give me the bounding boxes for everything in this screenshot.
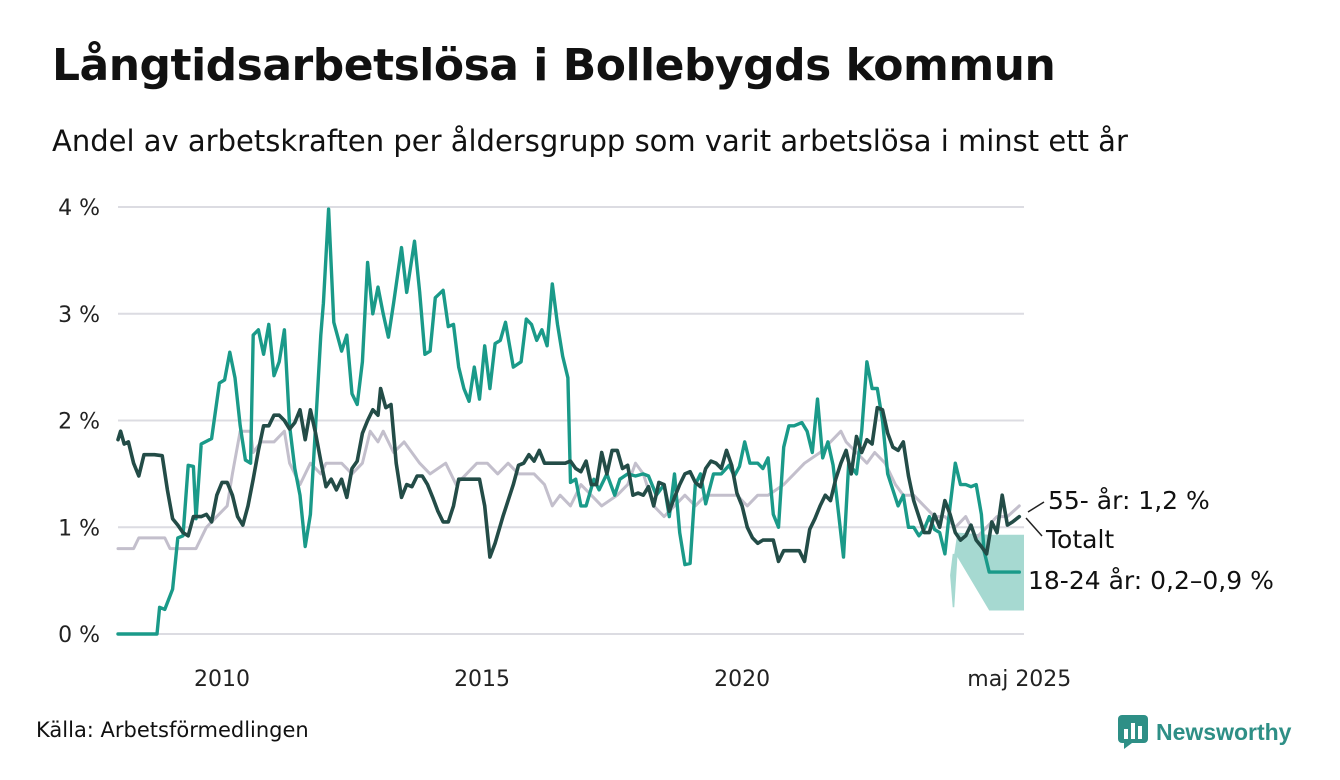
end-label-senior: 55- år: 1,2 % <box>1048 486 1210 515</box>
line-chart: 0 % 1 % 2 % 3 % 4 % 2010 2015 2020 maj 2025 55-… <box>58 196 1274 692</box>
grid-lines <box>118 206 1024 635</box>
y-tick-label: 1 % <box>58 516 100 541</box>
chart-subtitle: Andel av arbetskraften per åldersgrupp s… <box>52 124 1128 158</box>
brand[interactable]: Newsworthy <box>1118 714 1291 750</box>
series-lines <box>116 207 1022 636</box>
brand-name: Newsworthy <box>1156 718 1292 745</box>
series-line-total <box>116 386 1022 564</box>
x-tick-label: 2010 <box>194 667 250 692</box>
end-label-total: Totalt <box>1045 525 1114 554</box>
y-tick-label: 0 % <box>58 623 100 648</box>
x-tick-label: 2015 <box>454 667 510 692</box>
x-tick-label: 2020 <box>714 667 770 692</box>
x-axis: 2010 2015 2020 maj 2025 <box>194 667 1071 692</box>
y-tick-label: 2 % <box>58 410 100 435</box>
leader-senior <box>1027 501 1045 513</box>
source-note: Källa: Arbetsförmedlingen <box>36 718 309 742</box>
x-tick-label: maj 2025 <box>967 667 1071 692</box>
end-labels: 55- år: 1,2 % Totalt 18-24 år: 0,2–0,9 % <box>1025 486 1274 595</box>
series-line-youth <box>116 207 1021 636</box>
y-tick-label: 4 % <box>58 196 100 221</box>
y-tick-label: 3 % <box>58 303 100 328</box>
y-axis: 0 % 1 % 2 % 3 % 4 % <box>58 196 100 648</box>
end-label-youth: 18-24 år: 0,2–0,9 % <box>1028 566 1274 595</box>
leader-total <box>1025 517 1043 537</box>
uncertainty-band <box>950 532 1024 611</box>
bar-chart-logo-icon <box>1118 715 1148 749</box>
chart-title: Långtidsarbetslösa i Bollebygds kommun <box>52 40 1056 91</box>
band-youth <box>950 532 1024 611</box>
series-line-senior <box>116 429 1021 551</box>
